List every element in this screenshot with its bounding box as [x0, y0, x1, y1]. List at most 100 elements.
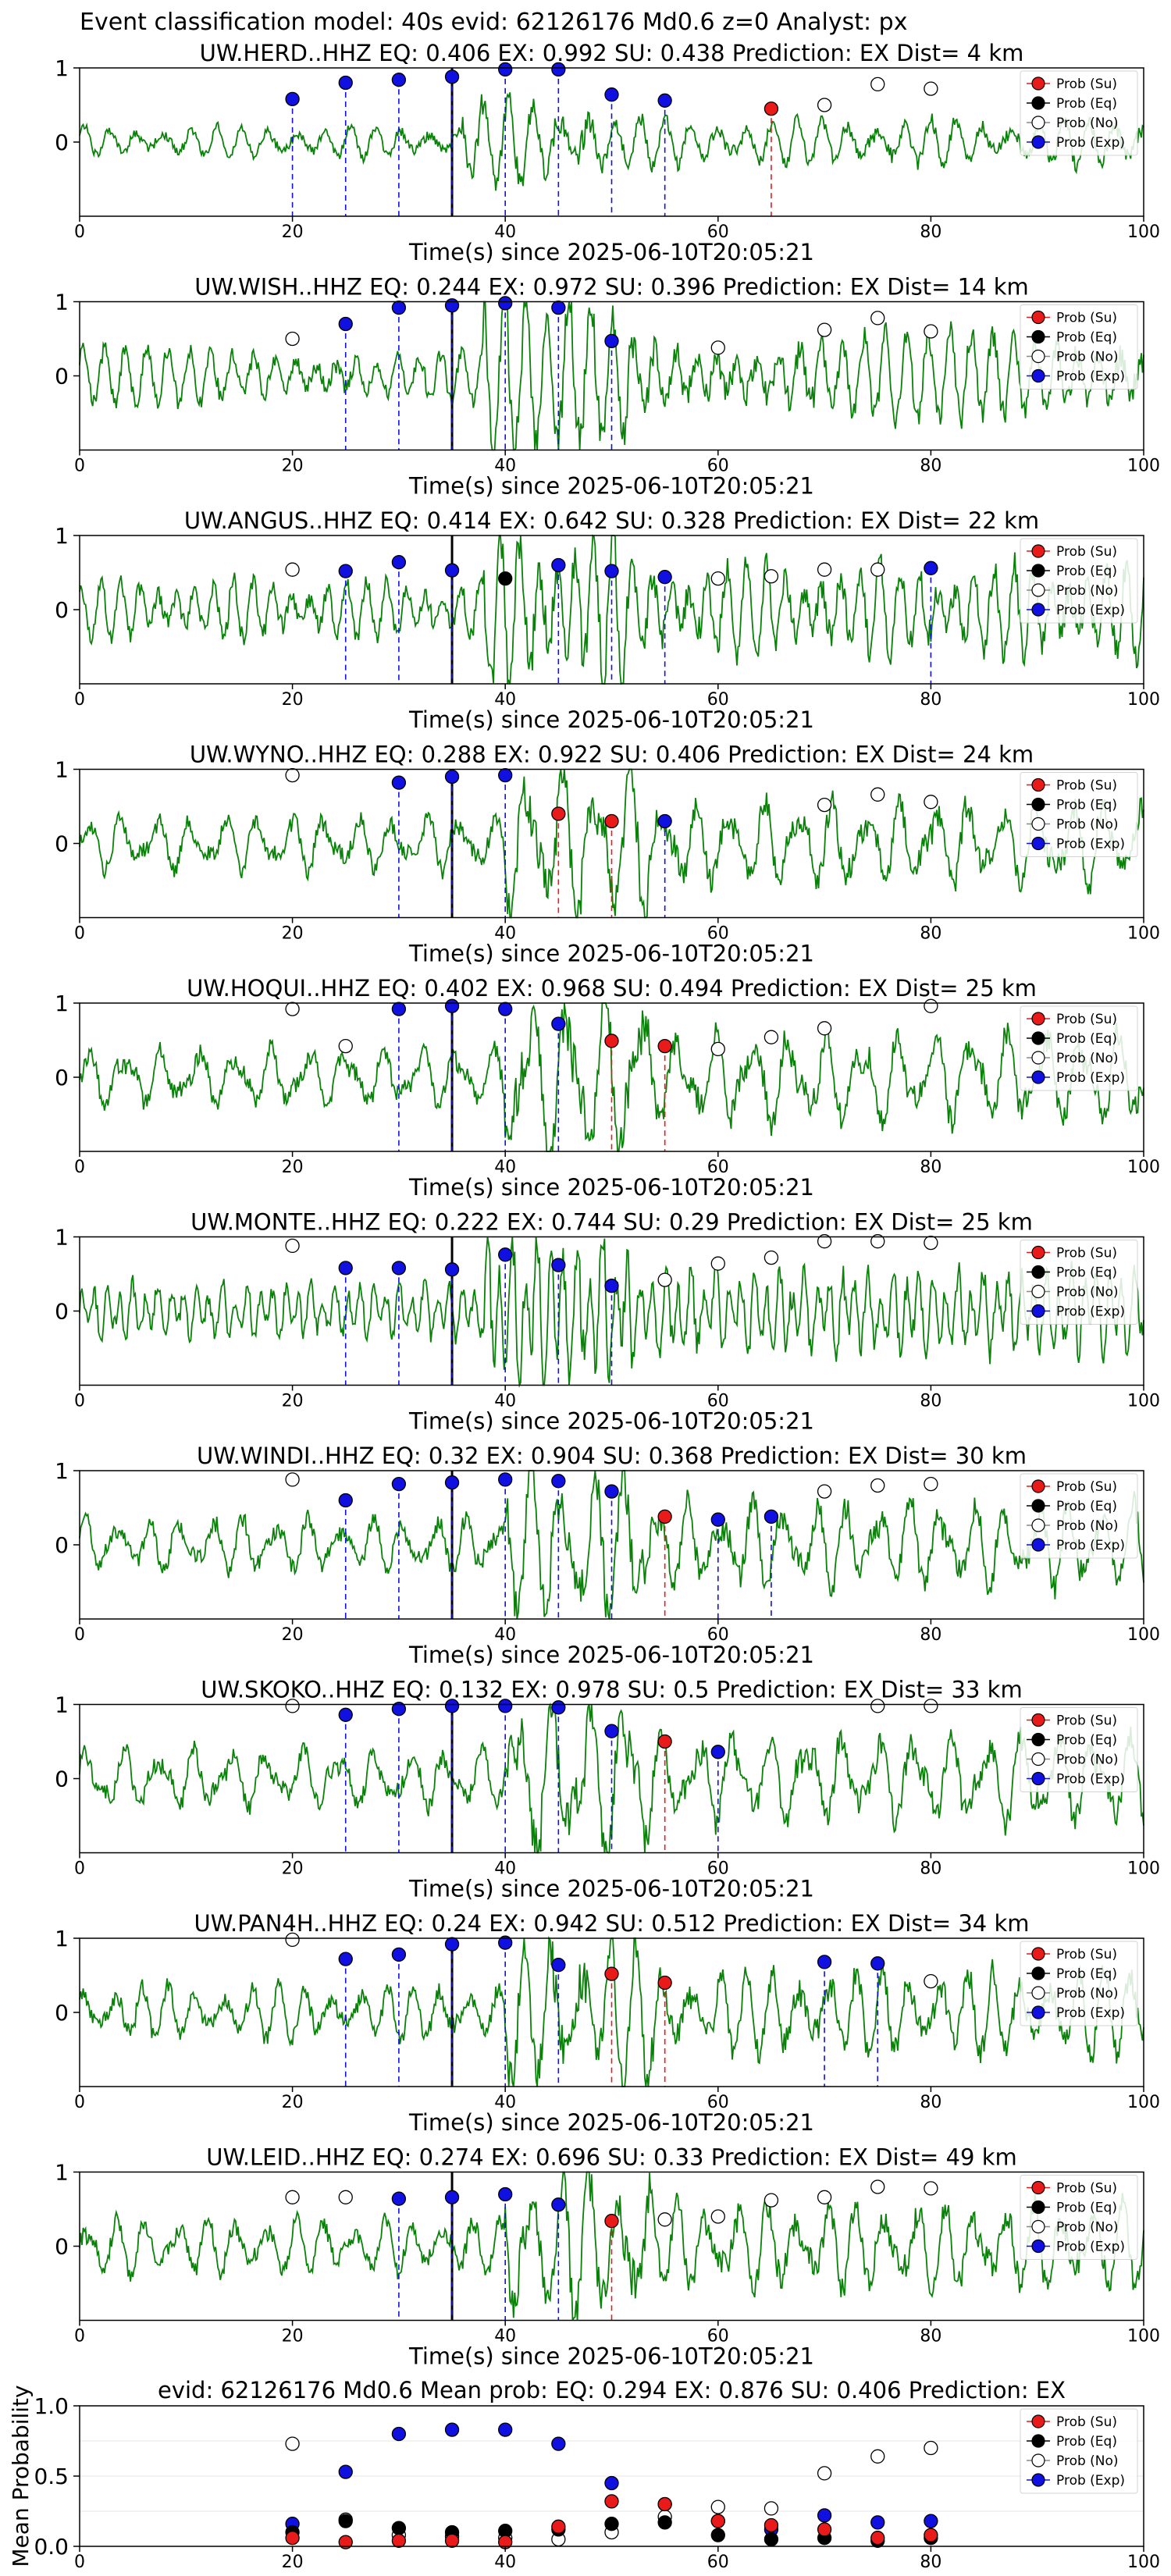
- legend-marker-eq: [1031, 1966, 1045, 1980]
- prob-point-no: [763, 2193, 779, 2208]
- legend-label-su: Prob (Su): [1056, 1947, 1117, 1962]
- ytick-label: 0: [55, 1767, 69, 1792]
- legend-label-no: Prob (No): [1056, 1051, 1119, 1066]
- prob-point-no: [870, 1699, 885, 1713]
- ytick-label: 1: [55, 523, 69, 549]
- x-axis-label: Time(s) since 2025-06-10T20:05:21: [408, 706, 814, 733]
- legend-marker-exp: [1031, 1304, 1045, 1318]
- legend-marker-no: [1031, 1986, 1045, 2000]
- xtick-label: 60: [707, 1158, 729, 1177]
- prob-point-exp: [657, 570, 672, 585]
- legend-marker-exp: [1031, 368, 1045, 383]
- prob-point-no: [924, 2181, 938, 2196]
- legend-frame: [1020, 304, 1138, 390]
- legend-label-eq: Prob (Eq): [1056, 1733, 1117, 1749]
- prob-point-exp: [391, 2191, 407, 2206]
- legend-label-eq: Prob (Eq): [1056, 330, 1117, 346]
- xtick-label: 40: [494, 1625, 516, 1645]
- xtick-label: 60: [707, 222, 729, 242]
- prob-point-exp: [444, 298, 460, 313]
- legend-label-no: Prob (No): [1056, 1518, 1119, 1534]
- mean-point-su: [285, 2531, 300, 2546]
- prob-point-exp: [924, 560, 938, 575]
- prob-point-exp: [338, 1261, 353, 1276]
- prob-point-exp: [551, 2197, 566, 2212]
- legend-label-no: Prob (No): [1056, 1285, 1119, 1300]
- xtick-label: 80: [920, 690, 941, 710]
- xtick-label: 100: [1127, 457, 1160, 476]
- prob-point-exp: [604, 1279, 619, 1293]
- xtick-label: 0: [74, 690, 85, 710]
- mean-point-eq: [338, 2514, 353, 2528]
- legend-frame: [1020, 1707, 1138, 1792]
- legend-frame: [1020, 538, 1138, 624]
- ytick-label: 0: [55, 831, 69, 857]
- xtick-label: 20: [282, 1859, 304, 1879]
- xtick-label: 0: [74, 2553, 85, 2572]
- prob-point-exp: [338, 1707, 353, 1722]
- station-panel: UW.ANGUS..HHZ EQ: 0.414 EX: 0.642 SU: 0.…: [55, 507, 1160, 733]
- prob-point-su: [604, 813, 619, 829]
- prob-point-no: [285, 562, 300, 577]
- x-axis-label: Time(s) since 2025-06-10T20:05:21: [408, 1174, 814, 1201]
- prob-point-no: [870, 787, 885, 802]
- ytick-label: 1: [55, 55, 69, 81]
- x-axis-label: Time(s) since 2025-06-10T20:05:21: [408, 239, 814, 265]
- xtick-label: 80: [920, 1158, 941, 1177]
- legend-frame: [1020, 70, 1138, 156]
- prob-point-exp: [444, 1937, 460, 1952]
- xtick-label: 100: [1127, 2327, 1160, 2347]
- prob-point-no: [924, 324, 938, 339]
- xtick-label: 80: [920, 457, 941, 476]
- xtick-label: 0: [74, 457, 85, 476]
- legend-label-no: Prob (No): [1056, 1752, 1119, 1768]
- x-axis-label: Time(s) since 2025-06-10T20:05:21: [408, 2109, 814, 2136]
- prob-point-no: [870, 311, 885, 326]
- mean-probability-panel: evid: 62126176 Md0.6 Mean prob: EQ: 0.29…: [8, 2377, 1160, 2572]
- legend-marker-no: [1031, 817, 1045, 831]
- xtick-label: 60: [707, 457, 729, 476]
- prob-point-exp: [551, 62, 566, 77]
- y-axis-label: Mean Probability: [8, 2385, 34, 2567]
- legend-label-no: Prob (No): [1056, 116, 1119, 131]
- legend-label-exp: Prob (Exp): [1056, 2473, 1125, 2489]
- prob-point-exp: [498, 767, 513, 783]
- legend-label-exp: Prob (Exp): [1056, 135, 1125, 151]
- legend-label-eq: Prob (Eq): [1056, 96, 1117, 112]
- legend-marker-eq: [1031, 1265, 1045, 1279]
- prob-point-no: [657, 2212, 672, 2227]
- waveform-trace: [79, 92, 1144, 191]
- xtick-label: 20: [282, 1392, 304, 1411]
- prob-point-exp: [444, 1475, 460, 1490]
- legend-marker-no: [1031, 1518, 1045, 1532]
- legend-marker-su: [1031, 1947, 1045, 1961]
- prob-point-exp: [604, 564, 619, 578]
- x-axis-label: Time(s) since 2025-06-10T20:05:21: [408, 1876, 814, 1902]
- prob-point-exp: [498, 296, 513, 311]
- station-panel: UW.WYNO..HHZ EQ: 0.288 EX: 0.922 SU: 0.4…: [55, 742, 1160, 967]
- station-panel: UW.PAN4H..HHZ EQ: 0.24 EX: 0.942 SU: 0.5…: [55, 1910, 1160, 2136]
- mean-point-exp: [604, 2475, 619, 2491]
- legend-marker-su: [1031, 1245, 1045, 1260]
- xtick-label: 40: [494, 2553, 516, 2572]
- legend-marker-exp: [1031, 135, 1045, 149]
- prob-point-no: [710, 1256, 725, 1271]
- mean-point-su: [657, 2496, 672, 2512]
- panel-title: UW.WISH..HHZ EQ: 0.244 EX: 0.972 SU: 0.3…: [194, 274, 1029, 301]
- legend-label-su: Prob (Su): [1056, 2414, 1117, 2430]
- prob-point-exp: [498, 1247, 513, 1262]
- legend-label-eq: Prob (Eq): [1056, 1966, 1117, 1982]
- legend-label-su: Prob (Su): [1056, 311, 1117, 326]
- prob-point-su: [657, 1734, 672, 1749]
- prob-point-exp: [285, 91, 300, 107]
- mean-point-su: [924, 2528, 938, 2542]
- prob-point-no: [817, 98, 832, 112]
- xtick-label: 100: [1127, 1859, 1160, 1879]
- legend-label-eq: Prob (Eq): [1056, 2201, 1117, 2216]
- prob-point-no: [870, 2179, 885, 2194]
- xtick-label: 60: [707, 690, 729, 710]
- legend-marker-no: [1031, 1051, 1045, 1065]
- ytick-label: 1.0: [34, 2393, 69, 2419]
- mean-point-su: [870, 2531, 885, 2546]
